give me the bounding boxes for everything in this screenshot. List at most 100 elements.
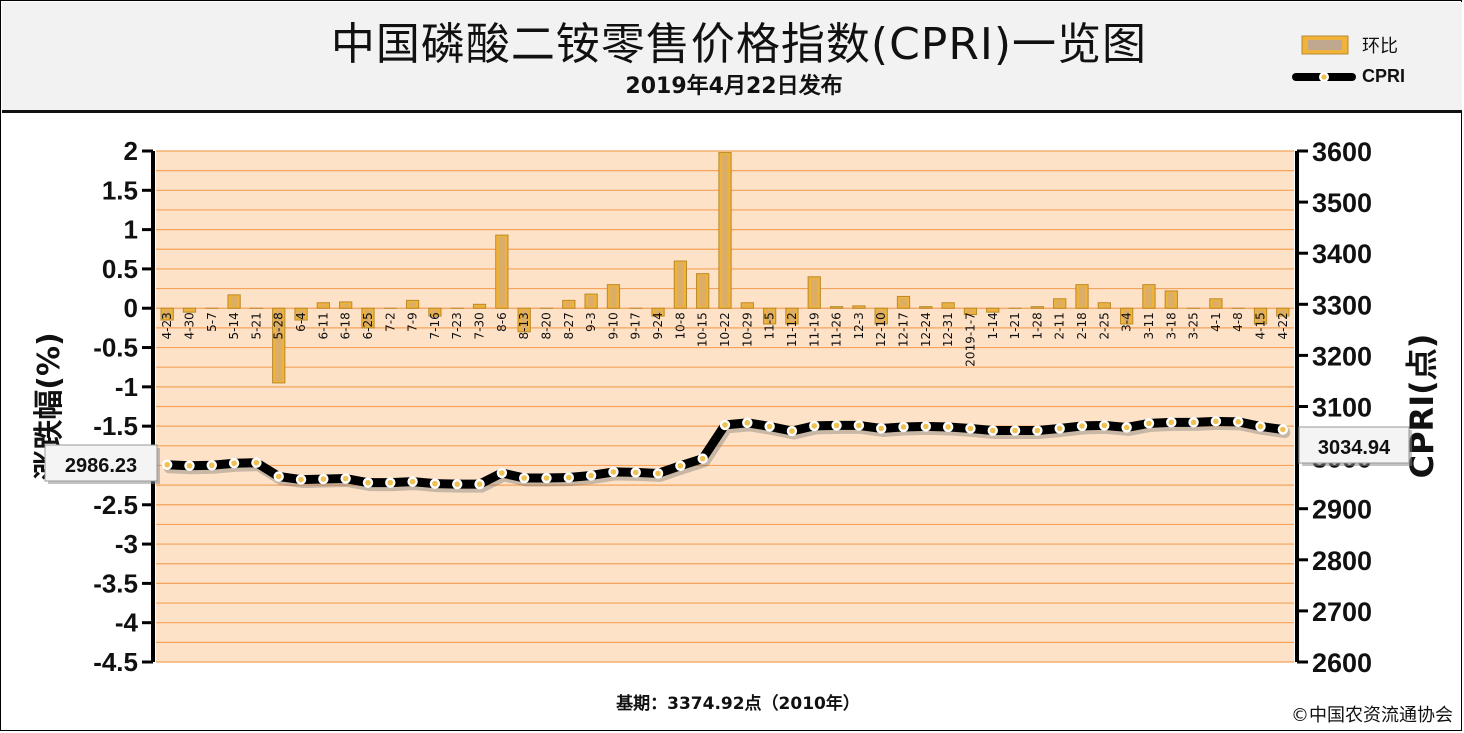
cpri-point-core	[409, 478, 416, 485]
x-tick-label: 6-4	[294, 312, 308, 332]
x-tick-label: 11-12	[785, 312, 799, 347]
chart-title: 中国磷酸二铵零售价格指数(CPRI)一览图	[330, 19, 1148, 70]
legend-item-bar: 环比	[1292, 30, 1462, 60]
x-tick-label: 8-6	[495, 312, 509, 332]
bar-inner-10-22	[721, 154, 729, 307]
cpri-point-core	[1079, 423, 1085, 429]
bar-12-24	[919, 306, 933, 309]
cpri-point-core	[677, 462, 684, 469]
x-tick-label: 10-22	[718, 312, 732, 347]
cpri-point-core	[989, 427, 996, 434]
cpri-point-core	[1257, 423, 1264, 430]
start-value-callout-text: 2986.23	[65, 455, 137, 477]
x-tick-label: 4-30	[182, 312, 196, 339]
x-tick-label: 11-19	[807, 312, 821, 347]
x-tick-label: 4-8	[1231, 312, 1245, 332]
cpri-point-core	[476, 481, 483, 487]
x-tick-label: 1-14	[986, 312, 1000, 339]
right-tick-label: 2600	[1312, 648, 1372, 678]
x-tick-label: 8-13	[517, 312, 531, 339]
right-tick-label: 3600	[1312, 137, 1372, 167]
bar-inner-2-11	[1056, 300, 1063, 307]
cpri-point-core	[744, 420, 751, 426]
left-tick-label: 1	[124, 215, 138, 245]
left-tick-label: -1	[115, 372, 138, 402]
x-tick-label: 2-18	[1075, 312, 1089, 339]
right-tick-label: 2700	[1312, 597, 1372, 627]
bar-inner-3-11	[1145, 286, 1153, 307]
left-tick-label: -3.5	[93, 568, 138, 598]
cpri-point-core	[655, 470, 661, 477]
cpri-point-core	[1235, 419, 1242, 425]
x-tick-label: 3-11	[1142, 312, 1156, 339]
cpri-point-core	[945, 424, 951, 430]
bar-swatch-icon	[1301, 35, 1349, 55]
left-tick-label: 2	[124, 136, 138, 166]
x-tick-label: 3-18	[1164, 312, 1178, 339]
x-tick-label: 9-3	[584, 312, 598, 332]
x-tick-label: 9-24	[651, 312, 665, 339]
x-tick-label: 5-28	[272, 312, 286, 339]
bar-12-3	[852, 305, 866, 309]
cpri-point-core	[454, 481, 461, 487]
cpri-point-core	[632, 469, 639, 476]
x-tick-label: 3-4	[1120, 312, 1134, 332]
bar-inner-4-1	[1212, 300, 1220, 307]
legend-item-line: CPRI	[1292, 64, 1462, 94]
cpri-point-core	[1012, 427, 1018, 434]
cpri-point-core	[186, 462, 193, 469]
bar-inner-12-31	[945, 304, 952, 307]
cpri-point-core	[833, 422, 840, 429]
cpri-point-core	[878, 425, 884, 432]
end-value-callout: 3034.94	[1298, 426, 1412, 466]
x-tick-label: 12-3	[852, 312, 866, 339]
end-value-callout-text: 3034.94	[1318, 437, 1391, 459]
bar-inner-9-10	[610, 286, 617, 307]
bar-inner-10-29	[744, 304, 751, 307]
cpri-point-core	[1213, 418, 1219, 425]
x-tick-label: 11-5	[763, 312, 777, 339]
cpri-point-core	[900, 424, 907, 430]
bar-7-30	[472, 303, 487, 309]
x-tick-label: 4-1	[1209, 312, 1223, 332]
cpri-point-core	[365, 479, 371, 486]
bar-inner-10-8	[677, 263, 684, 307]
cpri-point-core	[766, 423, 773, 430]
bar-inner-9-24	[654, 310, 662, 315]
x-tick-label: 5-21	[249, 312, 263, 339]
cpri-point-core	[253, 459, 260, 466]
bar-inner-3-4	[1123, 310, 1130, 322]
bar-inner-5-28	[275, 310, 282, 381]
bar-inner-6-25	[364, 310, 372, 326]
cpri-point-core	[967, 425, 974, 432]
left-tick-label: -1.5	[93, 411, 138, 441]
bar-inner-7-16	[431, 310, 439, 315]
x-tick-label: 4-23	[160, 312, 174, 339]
x-tick-label: 12-24	[919, 312, 933, 347]
bar-inner-6-4	[297, 310, 305, 319]
x-tick-label: 10-15	[696, 312, 710, 347]
cpri-point-core	[699, 455, 706, 462]
right-tick-label: 3300	[1312, 290, 1372, 320]
line-swatch-icon	[1292, 72, 1356, 82]
left-tick-label: -4.5	[93, 647, 138, 677]
right-tick-label: 3500	[1312, 188, 1372, 218]
x-tick-label: 2-11	[1053, 312, 1067, 339]
bar-1-14	[986, 307, 1000, 313]
bar-inner-8-13	[521, 310, 528, 330]
left-tick-label: -0.5	[93, 333, 138, 363]
bar-inner-2019-1-7	[967, 310, 974, 313]
x-tick-label: 2-25	[1097, 312, 1111, 339]
end-value-callout-box	[1298, 426, 1410, 464]
cpri-point-core	[1123, 424, 1130, 431]
x-tick-label: 6-11	[316, 312, 330, 339]
left-tick-label: 0.5	[102, 254, 138, 284]
left-tick-label: 0	[124, 293, 138, 323]
right-tick-label: 2900	[1312, 495, 1372, 525]
bar-inner-4-22	[1279, 310, 1286, 315]
cpri-point-core	[588, 472, 594, 479]
cpri-point-core	[164, 461, 170, 468]
right-tick-label: 2800	[1312, 546, 1372, 576]
x-tick-label: 8-20	[539, 312, 553, 339]
cpri-point-core	[387, 479, 394, 486]
